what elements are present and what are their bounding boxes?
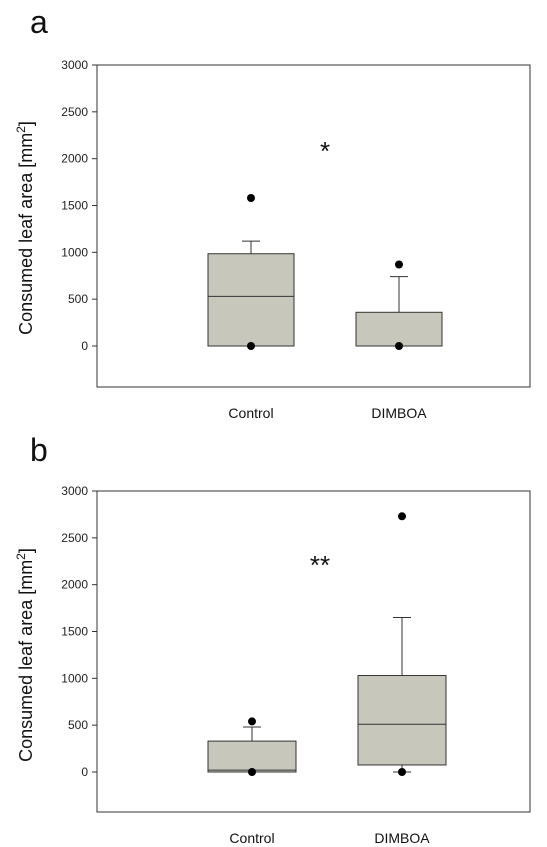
y-tick-label: 0 — [81, 339, 88, 353]
outlier-point — [395, 342, 403, 350]
y-tick-label: 1000 — [61, 245, 88, 259]
significance-marker: * — [320, 136, 330, 166]
y-tick-label: 2500 — [61, 105, 88, 119]
panel-label-a: a — [30, 4, 48, 40]
y-axis-label: Consumed leaf area [mm2] — [14, 548, 36, 762]
chart-panel-b: 0 500 1000 1500 2000 2500 3000 Consumed leaf ar… — [14, 484, 531, 846]
plot-frame — [96, 490, 531, 813]
y-tick-label: 500 — [68, 292, 88, 306]
outlier-point — [248, 717, 256, 726]
y-tick-label: 2500 — [61, 531, 88, 545]
category-label: DIMBOA — [374, 830, 430, 846]
box-control — [207, 740, 297, 773]
outlier-point — [398, 512, 406, 521]
y-tick-label: 3000 — [61, 58, 88, 72]
outlier-point — [247, 342, 255, 350]
category-label: DIMBOA — [371, 405, 427, 421]
y-tick-label: 500 — [68, 718, 88, 732]
y-axis-label: Consumed leaf area [mm2] — [14, 121, 36, 335]
category-label: Control — [228, 405, 273, 421]
outlier-point — [248, 768, 256, 776]
y-tick-label: 2000 — [61, 578, 88, 592]
panel-label-b: b — [30, 432, 48, 468]
outlier-point — [398, 768, 406, 776]
y-tick-label: 3000 — [61, 484, 88, 498]
plot-frame — [96, 64, 531, 388]
significance-marker: ** — [310, 550, 330, 580]
box-control — [207, 253, 295, 347]
y-tick-label: 1500 — [61, 199, 88, 213]
y-tick-label: 1500 — [61, 625, 88, 639]
category-label: Control — [229, 830, 274, 846]
box-dimboa — [357, 675, 447, 766]
box-dimboa — [355, 311, 443, 347]
outlier-point — [395, 260, 403, 269]
y-tick-label: 0 — [81, 765, 88, 779]
y-tick-label: 2000 — [61, 152, 88, 166]
outlier-point — [247, 194, 255, 203]
chart-panel-a: 0 500 1000 1500 2000 2500 3000 Consumed leaf ar… — [14, 58, 531, 421]
y-tick-label: 1000 — [61, 671, 88, 685]
